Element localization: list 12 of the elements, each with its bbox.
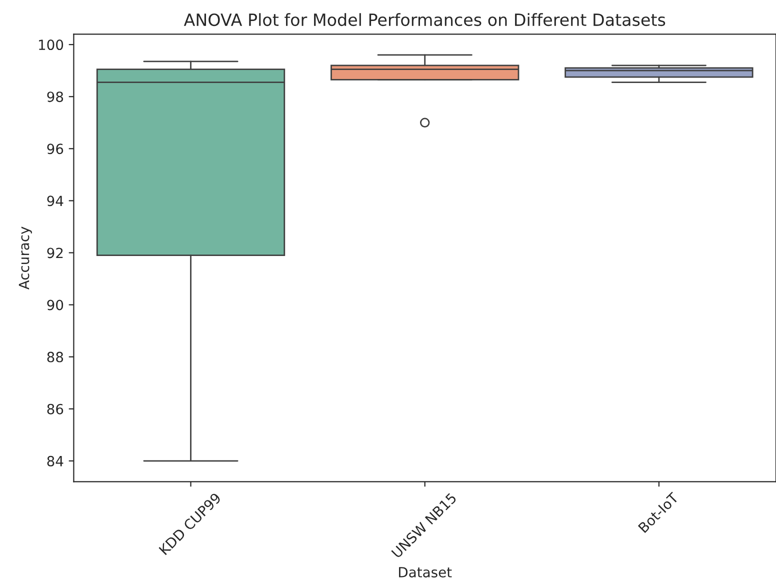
- y-tick-label: 88: [47, 352, 64, 362]
- chart-title: ANOVA Plot for Model Performances on Different Datasets: [184, 13, 666, 26]
- y-tick-label: 84: [47, 456, 64, 466]
- y-tick-label: 100: [39, 40, 64, 50]
- y-tick-label: 92: [47, 248, 63, 258]
- y-tick-label: 94: [47, 196, 64, 206]
- y-tick-label: 86: [47, 404, 64, 414]
- x-axis-title: Dataset: [399, 567, 452, 578]
- y-tick-label: 90: [47, 300, 64, 310]
- y-axis-title: Accuracy: [18, 226, 32, 290]
- y-tick-label: 96: [47, 144, 64, 154]
- y-tick-label: 98: [47, 92, 64, 102]
